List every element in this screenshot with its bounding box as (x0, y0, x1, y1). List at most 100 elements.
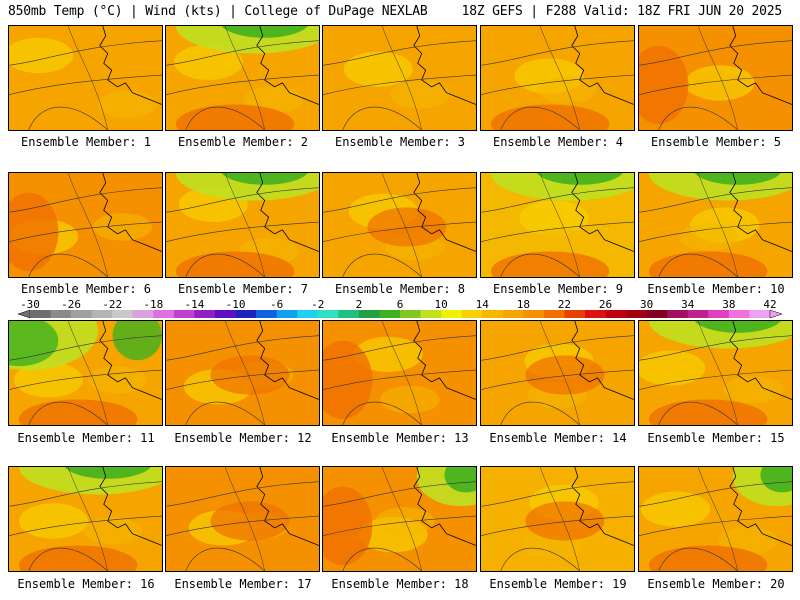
ensemble-member-map (322, 172, 477, 278)
colorbar-segment (708, 310, 730, 318)
temperature-field (9, 173, 162, 277)
temperature-colorbar: -30 -26 -22 -18 -14 -10 -6 -2 2 6 10 14 18 22 26 30 34 38… (17, 300, 783, 319)
colorbar-tick-label: -26 (61, 300, 81, 311)
ensemble-member-label: Ensemble Member: 1 (20, 135, 152, 149)
ensemble-member-map (480, 320, 635, 426)
colorbar-tick-label: 38 (722, 300, 735, 311)
colorbar-segment (585, 310, 606, 318)
colorbar-tick-label: 42 (763, 300, 776, 311)
temperature-field (639, 173, 792, 277)
ensemble-member-label: Ensemble Member: 16 (17, 577, 155, 591)
colorbar-tick-label: -14 (185, 300, 205, 311)
colorbar-segment (338, 310, 360, 318)
temperature-field (481, 26, 634, 130)
colorbar-segment (728, 310, 750, 318)
colorbar-tick-label: 6 (397, 300, 404, 311)
colorbar-tick-label: -22 (102, 300, 122, 311)
ensemble-member-label: Ensemble Member: 6 (20, 282, 152, 296)
chart-title: 850mb Temp (°C) | Wind (kts) | College o… (8, 4, 428, 19)
colorbar-segment (194, 310, 216, 318)
colorbar-segment (420, 310, 442, 318)
colorbar-tick-label: 2 (356, 300, 363, 311)
colorbar-segment (71, 310, 92, 318)
colorbar-segment (317, 310, 339, 318)
temperature-field (166, 321, 319, 425)
colorbar-min-arrow (17, 309, 31, 319)
colorbar-tick-label: 22 (558, 300, 571, 311)
colorbar-tick-label: 18 (517, 300, 530, 311)
ensemble-member-label: Ensemble Member: 11 (17, 431, 155, 445)
colorbar-segment (235, 310, 257, 318)
colorbar-segment (461, 310, 483, 318)
colorbar-tick-label: -10 (226, 300, 246, 311)
colorbar-segment (132, 310, 154, 318)
colorbar-tick-label: 14 (476, 300, 490, 311)
ensemble-member-map (165, 172, 320, 278)
temperature-field (166, 467, 319, 571)
ensemble-member-map (638, 466, 793, 572)
colorbar-segment (502, 310, 524, 318)
temperature-field (481, 467, 634, 571)
colorbar-segment (297, 310, 319, 318)
ensemble-member-label: Ensemble Member: 18 (331, 577, 469, 591)
colorbar-segment (543, 310, 565, 318)
colorbar-tick-label: 30 (640, 300, 653, 311)
colorbar-segment (749, 310, 771, 318)
ensemble-member-map (165, 466, 320, 572)
ensemble-member-map (8, 172, 163, 278)
ensemble-member-label: Ensemble Member: 20 (647, 577, 785, 591)
ensemble-member-label: Ensemble Member: 8 (334, 282, 466, 296)
temperature-field (166, 26, 319, 130)
ensemble-member-label: Ensemble Member: 10 (647, 282, 785, 296)
colorbar-segment (482, 310, 504, 318)
ensemble-member-label: Ensemble Member: 5 (650, 135, 782, 149)
colorbar-segment (112, 310, 134, 318)
ensemble-member-map (480, 25, 635, 131)
ensemble-member-label: Ensemble Member: 4 (492, 135, 624, 149)
colorbar-tick-label: 34 (681, 300, 695, 311)
temperature-field (9, 467, 162, 571)
temperature-field (639, 26, 792, 130)
colorbar-segment (667, 310, 689, 318)
colorbar-segment (523, 310, 545, 318)
ensemble-member-map (480, 466, 635, 572)
temperature-field (639, 321, 792, 425)
ensemble-member-label: Ensemble Member: 17 (174, 577, 312, 591)
colorbar-tick-label: -2 (311, 300, 324, 311)
ensemble-member-label: Ensemble Member: 9 (492, 282, 624, 296)
ensemble-member-label: Ensemble Member: 12 (174, 431, 312, 445)
colorbar-segment (687, 310, 709, 318)
temperature-field (323, 467, 476, 571)
colorbar-segment (91, 310, 113, 318)
ensemble-member-label: Ensemble Member: 2 (177, 135, 309, 149)
colorbar-tick-label: -30 (20, 300, 40, 311)
colorbar-segment (215, 310, 236, 318)
colorbar-segment (276, 310, 298, 318)
colorbar-segment (358, 310, 380, 318)
temperature-field (323, 173, 476, 277)
ensemble-member-map (165, 320, 320, 426)
colorbar-segment (153, 310, 175, 318)
ensemble-member-map (8, 466, 163, 572)
colorbar-tick-label: 10 (434, 300, 447, 311)
colorbar-segment (626, 310, 647, 318)
temperature-field (481, 321, 634, 425)
ensemble-member-map (8, 25, 163, 131)
temperature-field (323, 26, 476, 130)
temperature-field (9, 321, 162, 425)
ensemble-member-label: Ensemble Member: 3 (334, 135, 466, 149)
colorbar-tick-label: -6 (270, 300, 283, 311)
colorbar-segment (605, 310, 627, 318)
ensemble-member-label: Ensemble Member: 19 (489, 577, 627, 591)
colorbar-max-arrow (769, 309, 783, 319)
ensemble-member-map (638, 320, 793, 426)
colorbar-tick-label: -18 (143, 300, 163, 311)
temperature-field (481, 173, 634, 277)
ensemble-member-label: Ensemble Member: 13 (331, 431, 469, 445)
ensemble-member-label: Ensemble Member: 7 (177, 282, 309, 296)
ensemble-member-map (322, 25, 477, 131)
colorbar-segment (173, 310, 195, 318)
ensemble-member-map (480, 172, 635, 278)
colorbar-segment (400, 310, 421, 318)
ensemble-member-map (165, 25, 320, 131)
